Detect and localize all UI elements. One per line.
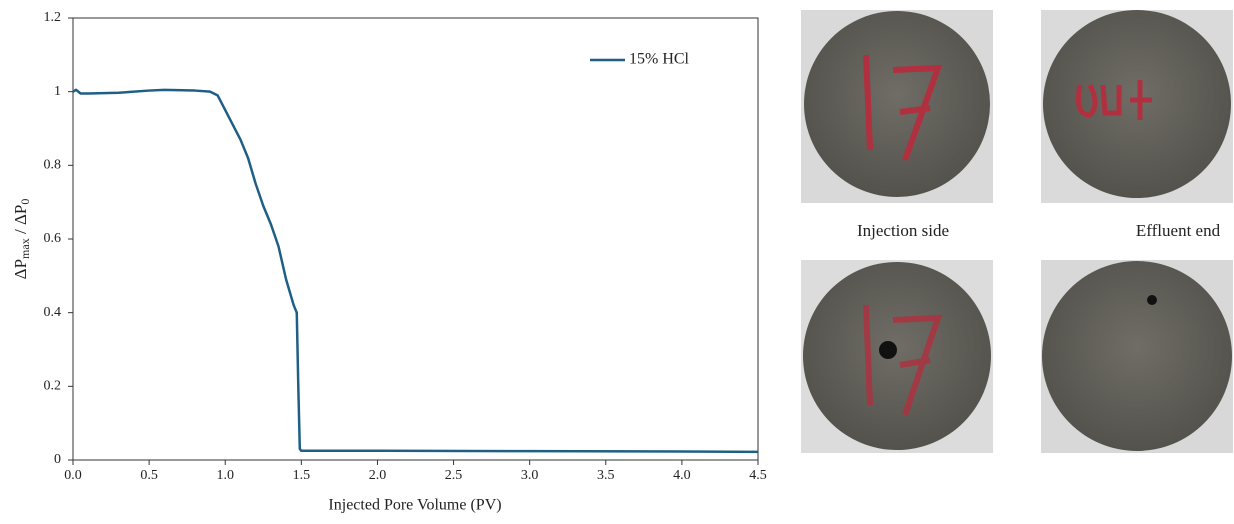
- core-sample: [803, 262, 991, 450]
- core-sample: [1043, 10, 1231, 198]
- x-tick-label: 2.5: [445, 468, 463, 483]
- plot-frame: [72, 17, 759, 461]
- x-tick-label: 1.5: [293, 468, 311, 483]
- marking: [1075, 80, 1152, 120]
- x-axis-label: Injected Pore Volume (PV): [328, 497, 501, 514]
- data-line: [72, 88, 759, 454]
- x-tick-label: 4.5: [749, 468, 767, 483]
- y-tick-label: 1: [54, 84, 61, 99]
- y-label-sub: 0: [18, 199, 32, 205]
- y-tick-label: 0: [54, 452, 61, 467]
- x-tick-label: 3.0: [521, 468, 539, 483]
- y-label-part: / ΔP: [11, 205, 30, 239]
- core-sample: [804, 11, 990, 197]
- y-tick-label: 0.2: [44, 379, 62, 394]
- wormhole: [879, 341, 897, 359]
- caption: Injection side: [857, 221, 949, 240]
- x-tick-label: 0.5: [140, 468, 158, 483]
- x-tick-label: 0.0: [64, 468, 82, 483]
- y-tick-label: 0.4: [44, 305, 62, 320]
- x-tick-label: 2.0: [369, 468, 387, 483]
- core-sample: [1042, 261, 1232, 451]
- y-tick-label: 1.2: [44, 10, 62, 25]
- x-tick-label: 4.0: [673, 468, 691, 483]
- y-tick-label: 0.8: [44, 158, 62, 173]
- x-tick-label: 1.0: [216, 468, 234, 483]
- photos: Injection side Effluent end: [801, 10, 1233, 453]
- y-tick-label: 0.6: [44, 231, 62, 246]
- x-tick-label: 3.5: [597, 468, 615, 483]
- caption: Effluent end: [1136, 221, 1221, 240]
- marking: [863, 304, 943, 416]
- legend-label: 15% HCl: [629, 51, 690, 68]
- y-label-sub: max: [18, 238, 32, 259]
- marking: [863, 54, 943, 162]
- wormhole: [1147, 295, 1157, 305]
- y-label-part: ΔP: [11, 259, 30, 279]
- y-axis-label: ΔPmax / ΔP0: [11, 199, 32, 280]
